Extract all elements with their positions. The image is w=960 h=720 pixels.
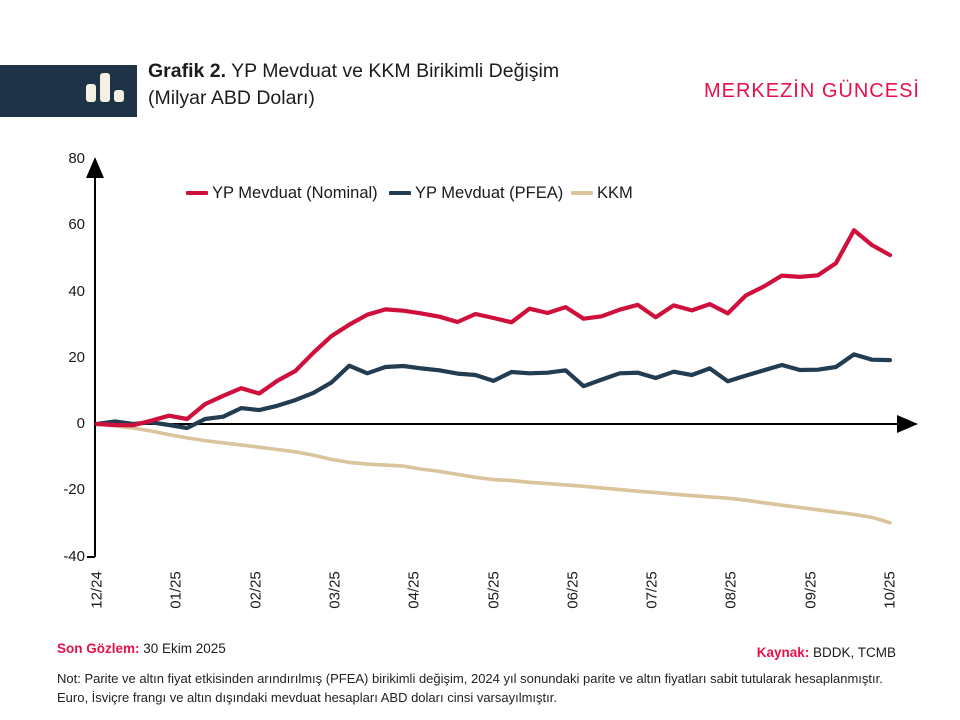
series-line-yp-mevduat-nominal — [94, 228, 893, 428]
series-line-kkm — [95, 422, 892, 525]
legend-swatch — [389, 191, 411, 195]
y-tick-label: -40 — [63, 547, 85, 565]
last-observation: Son Gözlem: 30 Ekim 2025 — [57, 641, 226, 656]
chart-title-line1: Grafik 2. YP Mevduat ve KKM Birikimli De… — [148, 58, 559, 85]
x-tick-label: 01/25 — [167, 571, 185, 609]
y-axis-arrow-icon — [86, 157, 104, 178]
y-tick-label: 80 — [68, 150, 85, 167]
brand-logo — [0, 65, 137, 117]
legend-label: YP Mevduat (PFEA) — [415, 183, 564, 202]
bar-chart-icon — [114, 90, 124, 102]
y-tick-label: -20 — [63, 481, 85, 499]
source-value: BDDK, TCMB — [809, 645, 896, 660]
legend-item: YP Mevduat (PFEA) — [389, 184, 563, 202]
legend-label: YP Mevduat (Nominal) — [212, 183, 378, 202]
legend-label: KKM — [597, 183, 633, 202]
x-tick-label: 06/25 — [564, 571, 582, 609]
chart-title-line2: (Milyar ABD Doları) — [148, 87, 315, 109]
chart-title: Grafik 2. YP Mevduat ve KKM Birikimli De… — [148, 58, 559, 112]
y-tick-label: 20 — [68, 348, 85, 366]
legend-swatch — [571, 191, 593, 195]
legend-item: YP Mevduat (Nominal) — [186, 184, 378, 202]
source: Kaynak: BDDK, TCMB — [757, 645, 896, 660]
bar-chart-icon — [86, 84, 96, 102]
x-tick-label: 07/25 — [643, 571, 661, 609]
brand-name: MERKEZİN GÜNCESİ — [703, 80, 920, 102]
x-tick-label: 02/25 — [247, 571, 265, 609]
y-tick-label: 0 — [76, 415, 85, 432]
y-tick-label: 60 — [68, 216, 85, 234]
series-line-yp-mevduat-pfea — [94, 352, 893, 431]
legend-swatch — [186, 191, 208, 195]
bar-chart-icon — [100, 73, 110, 102]
x-tick-label: 10/25 — [881, 571, 899, 609]
x-tick-label: 09/25 — [802, 571, 820, 609]
last-observation-value: 30 Ekim 2025 — [139, 641, 226, 656]
x-axis-arrow-icon — [897, 415, 918, 433]
legend-item: KKM — [571, 184, 633, 202]
source-label: Kaynak: — [756, 645, 810, 660]
x-tick-label: 12/24 — [88, 571, 106, 609]
x-tick-label: 04/25 — [405, 571, 423, 609]
x-tick-label: 03/25 — [326, 571, 344, 609]
y-tick-label: 40 — [68, 282, 85, 300]
chart-title-text: YP Mevduat ve KKM Birikimli Değişim — [226, 60, 560, 82]
x-tick-label: 08/25 — [722, 571, 740, 609]
x-tick-label: 05/25 — [485, 571, 502, 609]
chart-number: Grafik 2. — [148, 60, 227, 82]
last-observation-label: Son Gözlem: — [57, 641, 140, 656]
footnote: Not: Parite ve altın fiyat etkisinden ar… — [57, 671, 883, 705]
